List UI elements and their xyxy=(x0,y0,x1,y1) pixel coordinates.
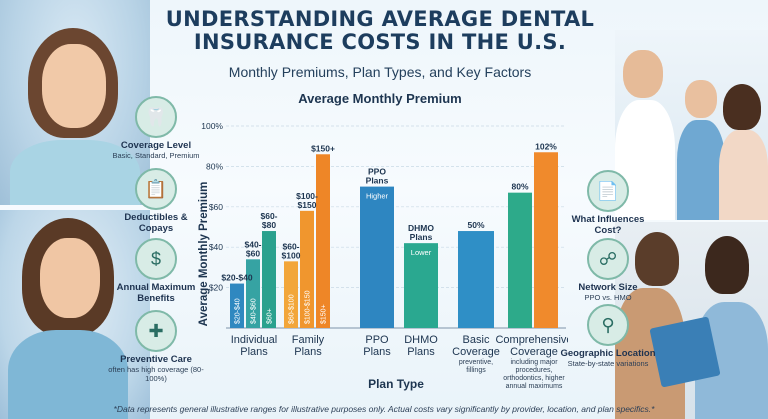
bar-value-label: $60 xyxy=(246,248,260,258)
bar-inner-label: Higher xyxy=(366,192,389,201)
bar xyxy=(262,231,276,328)
chart-title: Average Monthly Premium xyxy=(298,91,462,106)
x-tick-label: Plans xyxy=(240,346,268,358)
factor-deductibles: 📋 Deductibles & Copays xyxy=(108,168,204,234)
x-tick-label: Coverage xyxy=(510,346,558,358)
x-tick-sublabel: fillings xyxy=(466,367,486,374)
bar xyxy=(316,154,330,328)
factor-coverage-level: 🦷 Coverage Level Basic, Standard, Premiu… xyxy=(108,96,204,160)
bar-inner-label: $150+ xyxy=(321,304,328,324)
bar-value-label: PPO xyxy=(368,167,386,177)
x-tick-label: Plans xyxy=(363,346,391,358)
x-tick-label: PPO xyxy=(365,334,389,346)
bar-value-label: Plans xyxy=(366,176,389,186)
bar-value-label: Plans xyxy=(410,232,433,242)
bar-value-label: $150+ xyxy=(311,143,335,153)
bar xyxy=(300,210,314,328)
x-tick-label: Individual xyxy=(231,334,277,346)
x-tick-label: Plans xyxy=(407,346,435,358)
dental-patient-photo xyxy=(0,210,150,419)
page-subtitle: Monthly Premiums, Plan Types, and Key Fa… xyxy=(228,64,532,80)
y-tick-label: $40 xyxy=(209,242,223,252)
bar-value-label: $60- xyxy=(260,211,277,221)
bar xyxy=(284,261,298,328)
bar-value-label: $100 xyxy=(282,250,301,260)
bar-inner-label: Lower xyxy=(411,248,432,257)
bar-inner-label: $40-$60 xyxy=(251,298,258,324)
bar xyxy=(246,259,260,328)
x-tick-label: DHMO xyxy=(404,334,438,346)
y-axis-label: Average Monthly Premium xyxy=(198,182,210,327)
x-tick-label: Plans xyxy=(294,346,322,358)
bar-value-label: 102% xyxy=(535,141,557,151)
factor-network-size: ☍ Network Size PPO vs. HMO xyxy=(560,238,656,302)
page-title: UNDERSTANDING AVERAGE DENTAL INSURANCE C… xyxy=(165,7,595,54)
smiling-patient-photo xyxy=(0,0,150,205)
bar-inner-label: $60-$100 xyxy=(289,294,296,324)
x-tick-sublabel: procedures, xyxy=(516,367,553,374)
brochure xyxy=(649,316,721,388)
x-axis-label: Plan Type xyxy=(368,377,424,391)
dentist-family-photo xyxy=(615,30,768,220)
money-icon: $ xyxy=(135,238,177,280)
footer-disclaimer: *Data represents general illustrative ra… xyxy=(113,404,655,414)
bar-value-label: $100- xyxy=(296,191,318,201)
y-tick-label: $20 xyxy=(209,283,223,293)
x-tick-sublabel: preventive, xyxy=(459,359,493,366)
y-tick-label: 80% xyxy=(206,161,223,171)
tooth-icon: 🦷 xyxy=(135,96,177,138)
factor-geographic-location: ⚲ Geographic Location State-by-state var… xyxy=(560,304,656,368)
bar-value-label: DHMO xyxy=(408,223,434,233)
y-tick-label: 100% xyxy=(201,121,223,131)
bar-value-label: $150 xyxy=(298,200,317,210)
bar-value-label: $40- xyxy=(244,239,261,249)
x-tick-sublabel: annual maximums xyxy=(506,383,563,390)
bar xyxy=(534,152,558,328)
certificate-icon: 📄 xyxy=(587,170,629,212)
x-tick-label: Basic xyxy=(463,334,490,346)
x-tick-label: Comprehensive xyxy=(495,334,568,346)
bar xyxy=(458,231,494,328)
bar-value-label: 80% xyxy=(511,182,528,192)
x-tick-label: Coverage xyxy=(452,346,500,358)
couple-reading-brochure-photo xyxy=(615,222,768,419)
x-tick-sublabel: including major xyxy=(510,359,558,366)
bar-value-label: $20-$40 xyxy=(221,273,252,283)
bar xyxy=(404,243,438,328)
shield-tooth-icon: ✚ xyxy=(135,310,177,352)
x-tick-label: Family xyxy=(292,334,325,346)
bar-inner-label: $60+ xyxy=(267,308,274,324)
bar-inner-label: $20-$40 xyxy=(235,298,242,324)
bar-inner-label: $100-$150 xyxy=(305,290,312,324)
y-tick-label: $60 xyxy=(209,202,223,212)
factor-annual-maximum: $ Annual Maximum Benefits xyxy=(108,238,204,304)
factor-what-influences: 📄 What Influences Cost? xyxy=(560,170,656,236)
x-tick-sublabel: orthodontics, higher xyxy=(503,375,565,382)
location-icon: ⚲ xyxy=(587,304,629,346)
bar xyxy=(230,283,244,328)
network-icon: ☍ xyxy=(587,238,629,280)
clipboard-icon: 📋 xyxy=(135,168,177,210)
bar-value-label: $60- xyxy=(282,241,299,251)
factor-preventive-care: ✚ Preventive Care often has high coverag… xyxy=(108,310,204,383)
bar-value-label: $80 xyxy=(262,220,276,230)
bar-value-label: 50% xyxy=(467,220,484,230)
bar xyxy=(360,186,394,328)
bar xyxy=(508,192,532,328)
